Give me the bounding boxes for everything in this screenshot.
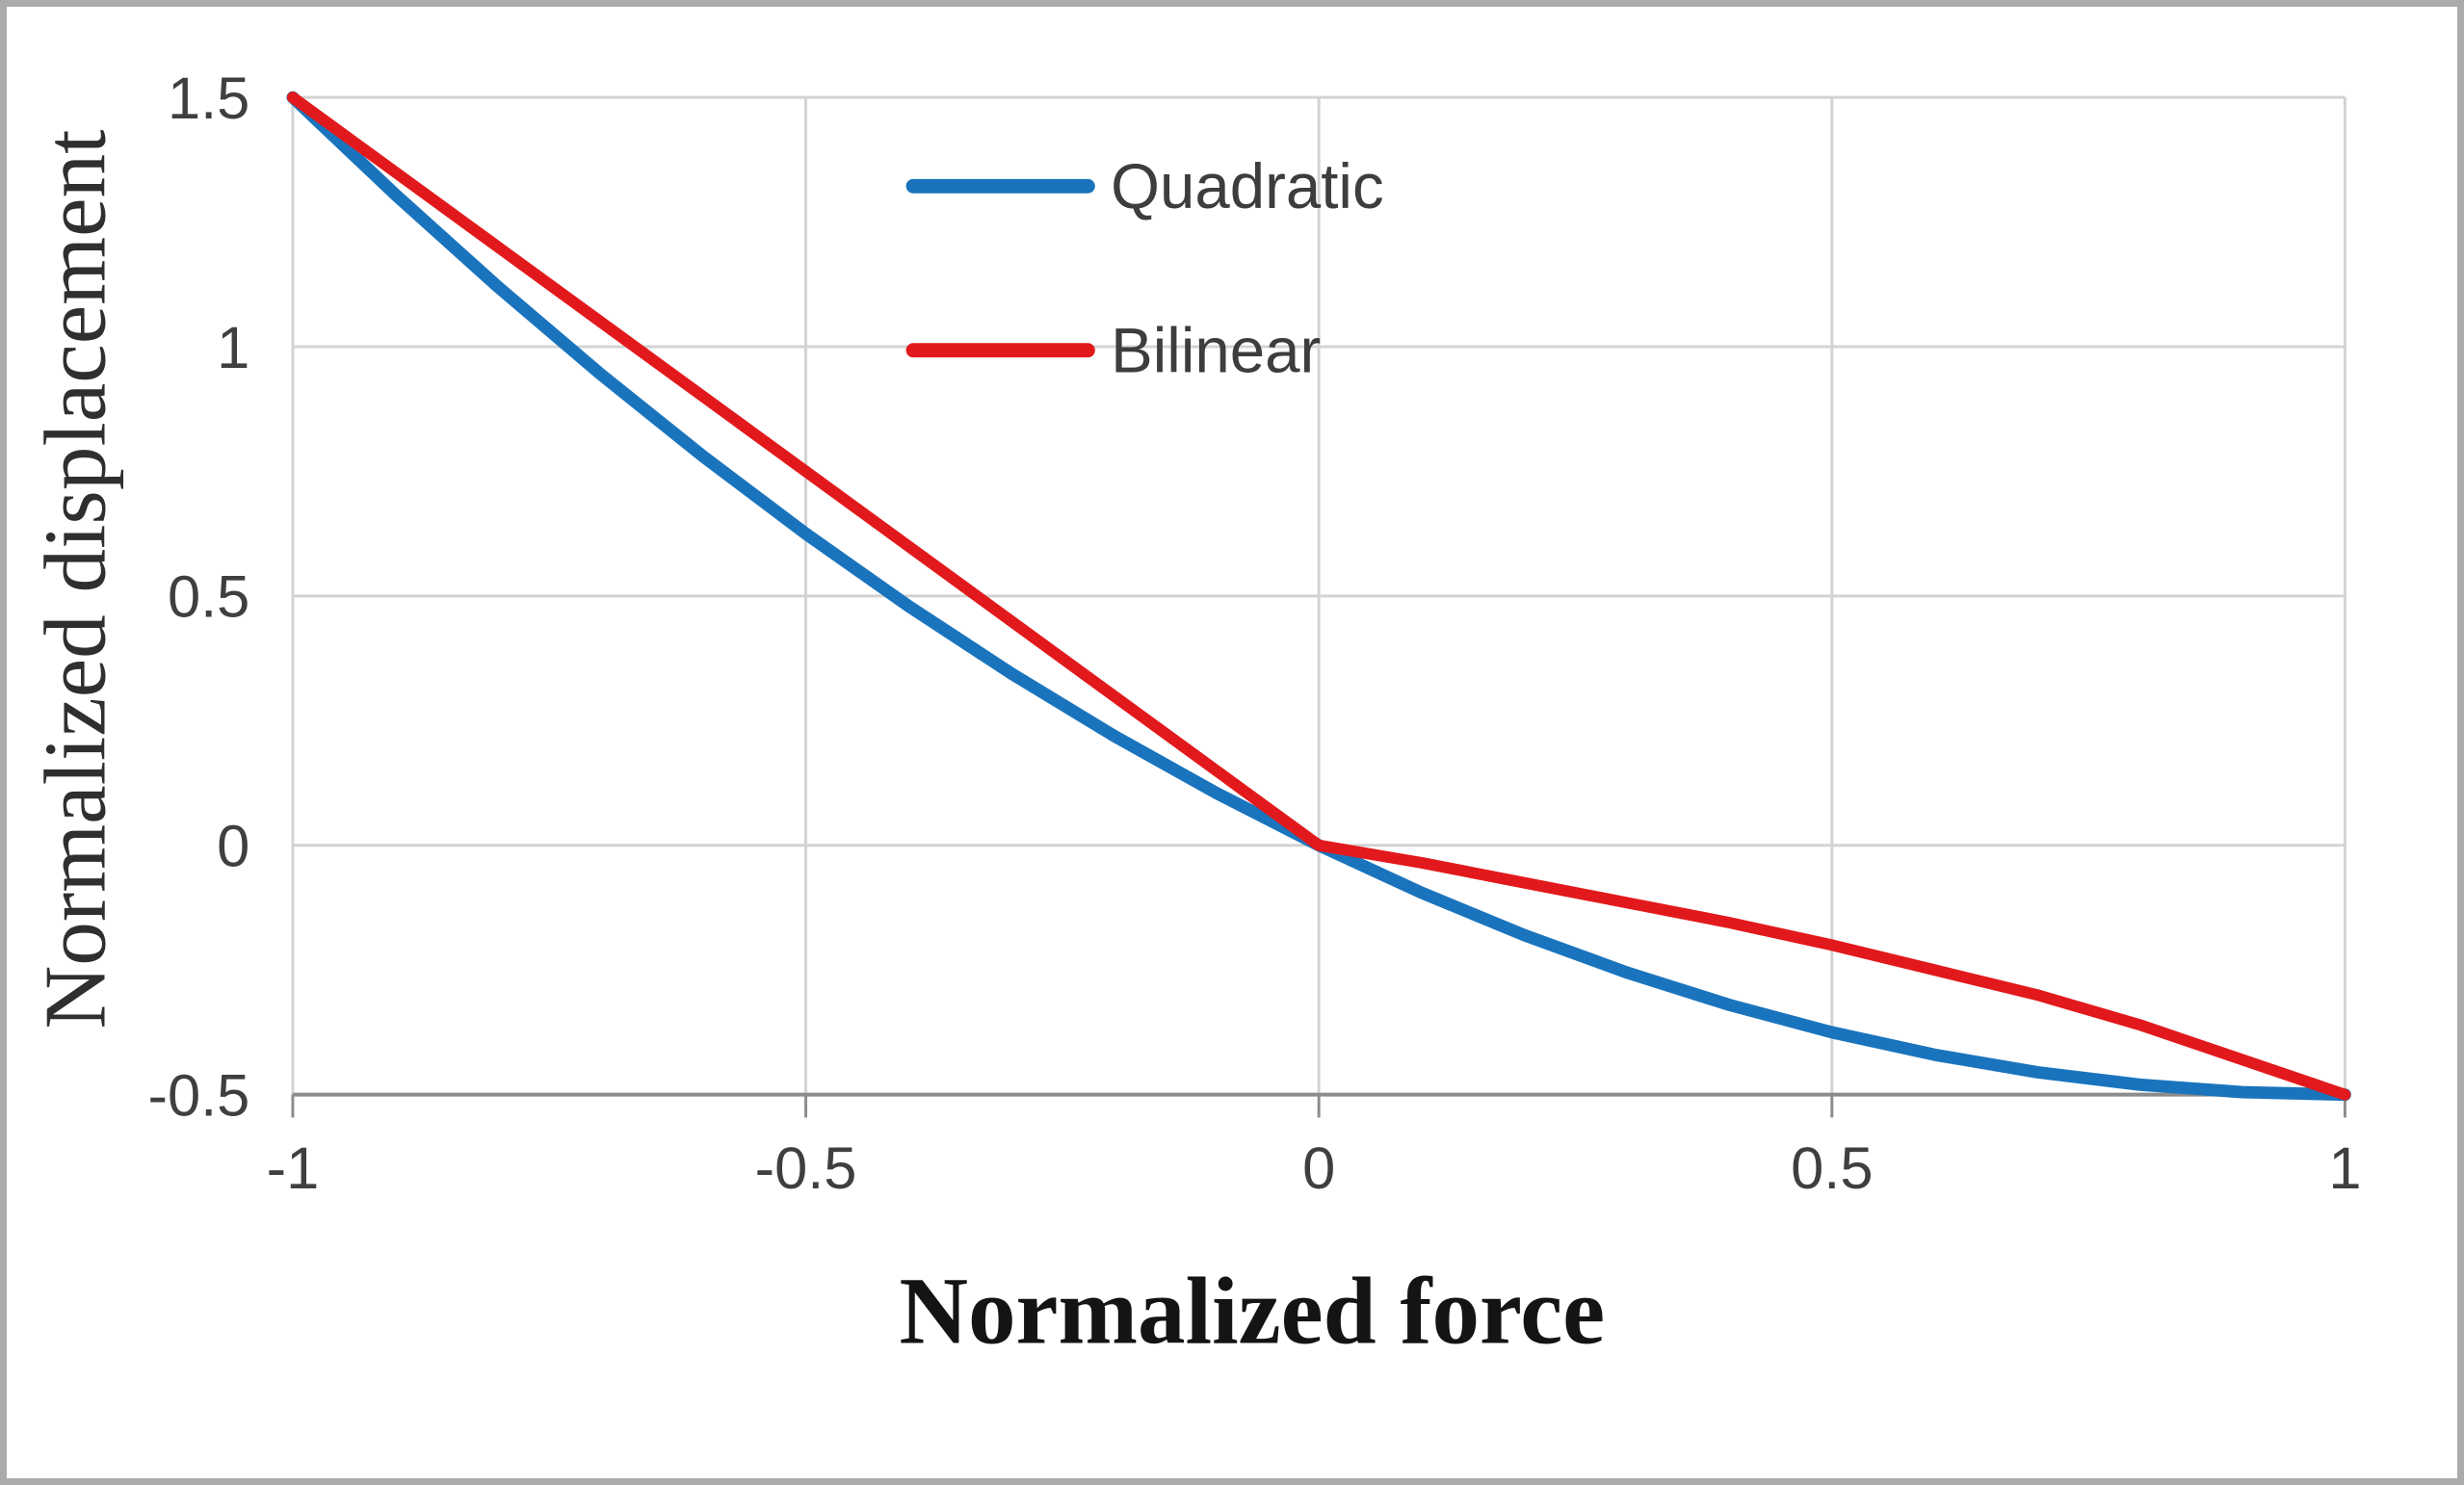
- axis-tick-marks: [291, 1094, 2346, 1118]
- y-tick-label: 0: [217, 814, 249, 880]
- y-axis-title: Normalized displacement: [27, 130, 124, 1029]
- x-tick-label: 0.5: [1791, 1135, 1873, 1202]
- y-tick-label: 1: [217, 315, 249, 381]
- legend-quadratic-label: Quadratic: [1111, 151, 1384, 221]
- x-tick-label: -1: [267, 1135, 320, 1202]
- gridlines: [291, 95, 2346, 1097]
- x-tick-label: 0: [1302, 1135, 1335, 1202]
- x-tick-label: 1: [2328, 1135, 2361, 1202]
- y-tick-label: -0.5: [147, 1062, 249, 1129]
- x-axis-title: Normalized force: [899, 1259, 1605, 1364]
- legend-bilinear-label: Bilinear: [1111, 316, 1321, 386]
- chart-canvas: -1 -0.5 0 0.5 1 -0.5 0 0.5 1 1.5 Normalized displ…: [27, 65, 2362, 1364]
- y-tick-label: 1.5: [168, 65, 249, 132]
- axis-tick-labels: -1 -0.5 0 0.5 1 -0.5 0 0.5 1 1.5: [147, 65, 2361, 1202]
- legend: Quadratic Bilinear: [905, 151, 1384, 386]
- y-tick-label: 0.5: [168, 564, 249, 631]
- bilinear-series-line: [286, 91, 2351, 1101]
- x-tick-label: -0.5: [755, 1135, 857, 1202]
